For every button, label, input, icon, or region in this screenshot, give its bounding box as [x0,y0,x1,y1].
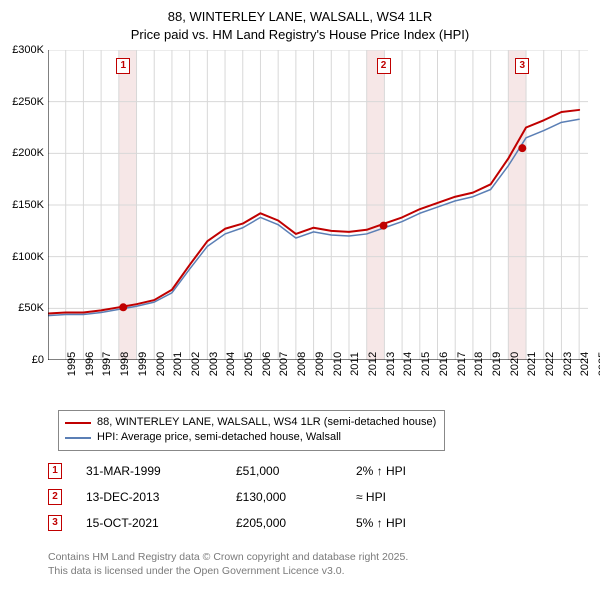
event-row-date: 15-OCT-2021 [86,516,236,530]
chart-plot-area: £0£50K£100K£150K£200K£250K£300K199519961… [48,50,588,360]
legend-swatch [65,422,91,424]
y-tick-label: £200K [12,147,44,159]
event-row: 2 13-DEC-2013£130,000≈ HPI [48,484,476,510]
footer-line-2: This data is licensed under the Open Gov… [48,564,408,578]
x-tick-label: 2025 [579,352,600,376]
event-row-date: 13-DEC-2013 [86,490,236,504]
event-row-price: £205,000 [236,516,356,530]
event-row-badge: 1 [48,463,62,479]
y-tick-label: £50K [18,302,44,314]
event-marker-badge: 3 [515,58,529,74]
event-row: 1 31-MAR-1999£51,0002% ↑ HPI [48,458,476,484]
event-row-delta: 2% ↑ HPI [356,464,476,478]
event-row-price: £130,000 [236,490,356,504]
event-row-price: £51,000 [236,464,356,478]
event-row-badge: 2 [48,489,62,505]
title-line-1: 88, WINTERLEY LANE, WALSALL, WS4 1LR [10,8,590,26]
legend-label: HPI: Average price, semi-detached house,… [97,430,341,445]
event-row-delta: ≈ HPI [356,490,476,504]
footer-line-1: Contains HM Land Registry data © Crown c… [48,550,408,564]
event-marker-badge: 1 [116,58,130,74]
legend-swatch [65,437,91,439]
y-tick-label: £300K [12,44,44,56]
legend-item: HPI: Average price, semi-detached house,… [65,430,436,445]
event-row-badge: 3 [48,515,62,531]
legend-item: 88, WINTERLEY LANE, WALSALL, WS4 1LR (se… [65,415,436,430]
y-tick-label: £100K [12,251,44,263]
legend: 88, WINTERLEY LANE, WALSALL, WS4 1LR (se… [58,410,445,451]
events-table: 1 31-MAR-1999£51,0002% ↑ HPI 2 13-DEC-2013£… [48,458,476,536]
footer-attribution: Contains HM Land Registry data © Crown c… [48,550,408,578]
event-marker-badge: 2 [377,58,391,74]
y-tick-label: £0 [32,354,44,366]
event-row: 3 15-OCT-2021£205,0005% ↑ HPI [48,510,476,536]
y-tick-label: £150K [12,199,44,211]
event-row-date: 31-MAR-1999 [86,464,236,478]
y-tick-label: £250K [12,96,44,108]
legend-label: 88, WINTERLEY LANE, WALSALL, WS4 1LR (se… [97,415,436,430]
title-line-2: Price paid vs. HM Land Registry's House … [10,26,590,44]
event-row-delta: 5% ↑ HPI [356,516,476,530]
chart-container: 88, WINTERLEY LANE, WALSALL, WS4 1LR Pri… [0,0,600,590]
title-block: 88, WINTERLEY LANE, WALSALL, WS4 1LR Pri… [0,0,600,47]
